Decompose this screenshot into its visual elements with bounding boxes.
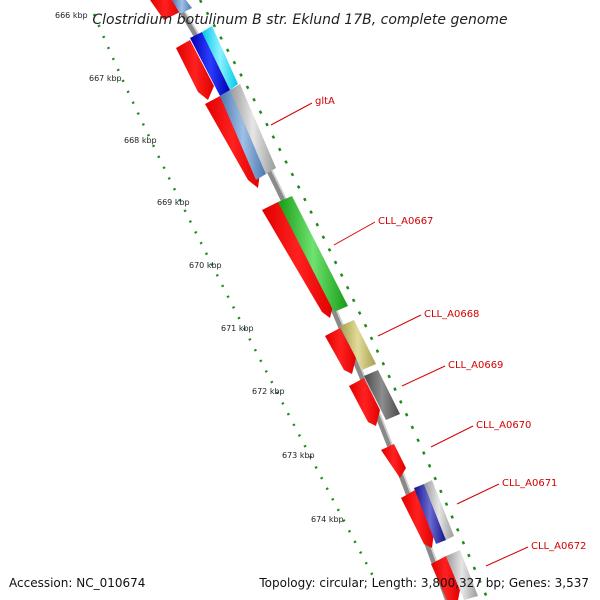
gene-leader-line	[377, 314, 422, 337]
function-feature	[220, 90, 266, 180]
function-feature	[190, 32, 230, 96]
gene-leader-line	[485, 546, 529, 567]
gene-leader-line	[456, 483, 500, 505]
tick-label: 667 kbp	[89, 74, 122, 83]
gene-label-cll-a0669: CLL_A0669	[448, 360, 503, 371]
function-feature	[424, 480, 454, 540]
gene-leader-line	[270, 102, 313, 126]
gene-label-cll-a0668: CLL_A0668	[424, 309, 479, 320]
function-feature	[340, 320, 376, 370]
cds-feature	[150, 0, 180, 20]
function-feature	[202, 26, 238, 90]
function-feature	[446, 550, 478, 600]
tick-labels: 666 kbp 667 kbp 668 kbp 669 kbp 670 kbp …	[55, 11, 344, 524]
gene-label-cll-a0670: CLL_A0670	[476, 420, 531, 431]
cds-feature	[176, 40, 214, 100]
function-feature	[278, 196, 348, 312]
gene-leader-line	[333, 221, 376, 246]
gene-label-glta: gltA	[315, 96, 335, 107]
tick-label: 673 kbp	[282, 451, 315, 460]
tick-label: 674 kbp	[311, 515, 344, 524]
accession-label: Accession: NC_010674	[9, 576, 146, 590]
tick-label: 671 kbp	[221, 324, 254, 333]
function-track	[172, 0, 478, 600]
gene-label-cll-a0671: CLL_A0671	[502, 478, 557, 489]
cds-feature	[325, 328, 356, 374]
gene-label-cll-a0667: CLL_A0667	[378, 216, 433, 227]
gene-leaders	[270, 102, 529, 567]
gene-labels: gltA CLL_A0667 CLL_A0668 CLL_A0669 CLL_A…	[315, 96, 586, 552]
cds-feature	[262, 202, 334, 318]
cds-feature	[431, 556, 460, 600]
cds-feature	[205, 96, 260, 188]
tick-scale	[92, 0, 490, 600]
tick-label: 668 kbp	[124, 136, 157, 145]
tick-label: 672 kbp	[252, 387, 285, 396]
cds-feature	[381, 444, 406, 478]
cds-feature	[401, 490, 434, 548]
genome-summary: Topology: circular; Length: 3,800,327 bp…	[259, 576, 589, 590]
tick-label: 669 kbp	[157, 198, 190, 207]
cds-track	[150, 0, 460, 600]
tick-label: 670 kbp	[189, 261, 222, 270]
function-feature	[364, 370, 400, 420]
gene-label-cll-a0672: CLL_A0672	[531, 541, 586, 552]
function-feature	[172, 0, 192, 14]
gene-leader-line	[401, 365, 446, 387]
function-feature	[414, 484, 446, 544]
cds-feature	[349, 378, 380, 426]
gene-leader-line	[430, 425, 474, 448]
function-feature	[230, 84, 276, 174]
tick-label: 666 kbp	[55, 11, 88, 20]
map-title: Clostridium botulinum B str. Eklund 17B,…	[92, 12, 507, 28]
